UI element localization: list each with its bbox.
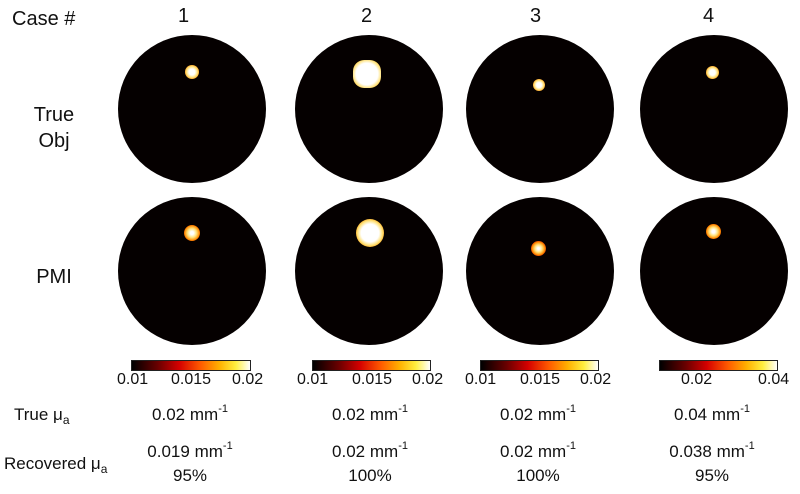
case-1-header: 1: [178, 5, 190, 27]
recovered-mua-case-4-value: 0.038: [669, 442, 712, 461]
colorbar-1-tick-mid: 0.015: [171, 371, 212, 388]
recovered-mua-label: Recovered μa: [4, 454, 108, 476]
colorbar-case-3: [480, 360, 599, 371]
true-obj-case-1-image: [118, 35, 266, 183]
colorbar-case-2: [312, 360, 431, 371]
true-mua-case-3: 0.02 mm-1: [478, 403, 598, 425]
unit-exponent: -1: [744, 440, 755, 452]
colorbar-4-tick-max: 0.04: [758, 371, 790, 388]
colorbar-3-tick-min: 0.01: [465, 371, 497, 388]
recovered-mua-text: Recovered μ: [4, 454, 101, 473]
true-mua-case-1-value: 0.02: [152, 405, 186, 424]
unit: mm: [194, 442, 223, 461]
true-obj-case-2-target: [353, 60, 381, 88]
recovered-mua-case-2: 0.02 mm-1: [310, 440, 430, 462]
colorbar-1-tick-max: 0.02: [232, 371, 264, 388]
pmi-case-3-target: [531, 241, 546, 256]
unit-exponent: -1: [218, 403, 228, 415]
true-obj-row-label: True Obj: [24, 102, 84, 154]
colorbar-3-tick-mid: 0.015: [520, 371, 561, 388]
recovered-mua-case-3: 0.02 mm-1: [478, 440, 598, 462]
case-4-header: 4: [703, 5, 715, 27]
pmi-case-1-target: [184, 225, 200, 241]
unit: mm: [369, 442, 399, 461]
pmi-case-3-image: [466, 197, 614, 345]
true-obj-case-1-target: [185, 65, 199, 79]
recovered-percent-case-4: 95%: [694, 466, 730, 485]
true-obj-case-3-target: [533, 79, 545, 91]
true-mua-case-2: 0.02 mm-1: [310, 403, 430, 425]
recovered-mua-case-3-value: 0.02: [500, 442, 534, 461]
case-3-header: 3: [530, 5, 542, 27]
unit: mm: [711, 405, 741, 424]
unit: mm: [537, 405, 567, 424]
unit: mm: [537, 442, 567, 461]
true-mua-label: True μa: [14, 405, 70, 427]
pmi-case-1-image: [118, 197, 266, 345]
colorbar-2-tick-min: 0.01: [297, 371, 329, 388]
unit-exponent: -1: [566, 440, 576, 452]
recovered-percent-case-2: 100%: [348, 466, 392, 485]
unit-exponent: -1: [222, 440, 233, 452]
true-mua-case-3-value: 0.02: [500, 405, 534, 424]
recovered-mua-subscript: a: [100, 462, 108, 476]
unit: mm: [369, 405, 399, 424]
true-obj-label-line1: True: [33, 104, 75, 126]
pmi-case-2-image: [295, 197, 443, 345]
recovered-percent-case-1: 95%: [172, 466, 208, 485]
true-obj-case-4-image: [640, 35, 788, 183]
true-obj-case-4-target: [706, 66, 719, 79]
pmi-case-4-image: [640, 197, 788, 345]
colorbar-1-tick-min: 0.01: [117, 371, 149, 388]
true-mua-text: True μ: [14, 405, 63, 424]
colorbar-case-4: [659, 360, 778, 371]
colorbar-2-tick-mid: 0.015: [352, 371, 393, 388]
recovered-percent-case-3: 100%: [516, 466, 560, 485]
true-mua-case-4-value: 0.04: [674, 405, 708, 424]
unit-exponent: -1: [740, 403, 750, 415]
unit-exponent: -1: [398, 440, 408, 452]
true-obj-case-2-image: [295, 35, 443, 183]
case-number-label: Case #: [12, 8, 76, 30]
unit-exponent: -1: [566, 403, 576, 415]
true-mua-case-1: 0.02 mm-1: [130, 403, 250, 425]
true-mua-case-4: 0.04 mm-1: [652, 403, 772, 425]
pmi-case-2-target: [356, 219, 384, 247]
unit: mm: [716, 442, 745, 461]
recovered-mua-case-1-value: 0.019: [147, 442, 190, 461]
colorbar-2-tick-max: 0.02: [412, 371, 444, 388]
pmi-row-label: PMI: [36, 266, 72, 288]
case-2-header: 2: [361, 5, 373, 27]
true-obj-label-line2: Obj: [38, 130, 70, 152]
colorbar-3-tick-max: 0.02: [580, 371, 612, 388]
pmi-case-4-target: [706, 224, 721, 239]
true-obj-case-3-image: [466, 35, 614, 183]
colorbar-case-1: [131, 360, 251, 371]
unit-exponent: -1: [398, 403, 408, 415]
true-mua-case-2-value: 0.02: [332, 405, 366, 424]
recovered-mua-case-4: 0.038 mm-1: [652, 440, 772, 462]
colorbar-4-tick-low: 0.02: [681, 371, 713, 388]
true-mua-subscript: a: [62, 413, 70, 427]
recovered-mua-case-1: 0.019 mm-1: [130, 440, 250, 462]
recovered-mua-case-2-value: 0.02: [332, 442, 366, 461]
unit: mm: [189, 405, 219, 424]
